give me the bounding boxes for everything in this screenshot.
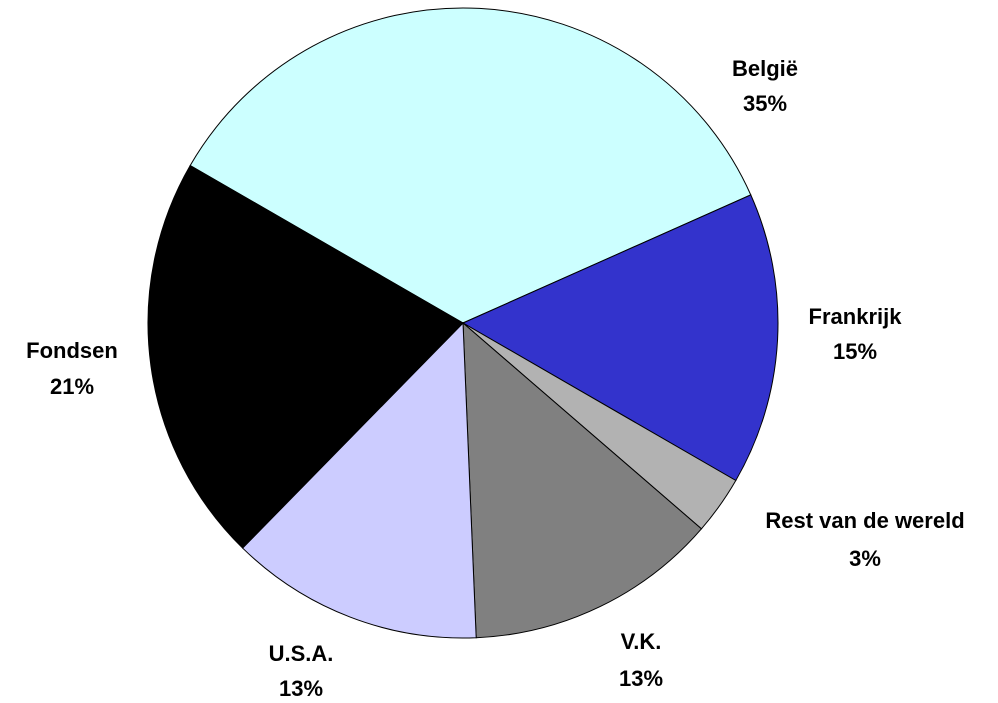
pie-slice xyxy=(462,321,703,639)
slice-value-label: 13% xyxy=(279,676,323,701)
slice-label: U.S.A. xyxy=(269,641,334,666)
slice-value-label: 35% xyxy=(743,91,787,116)
slice-value-label: 3% xyxy=(849,546,881,571)
slice-value-label: 21% xyxy=(50,374,94,399)
pie-slice xyxy=(461,194,779,482)
slice-label: Rest van de wereld xyxy=(765,508,964,533)
slice-label: Frankrijk xyxy=(809,304,903,329)
pie-slice xyxy=(189,7,752,324)
pie-slice xyxy=(147,164,464,549)
slice-label: België xyxy=(732,56,798,81)
slice-label: V.K. xyxy=(621,629,662,654)
slice-value-label: 15% xyxy=(833,339,877,364)
slice-label: Fondsen xyxy=(26,338,118,363)
pie-slice xyxy=(241,321,477,639)
slice-value-label: 13% xyxy=(619,666,663,691)
